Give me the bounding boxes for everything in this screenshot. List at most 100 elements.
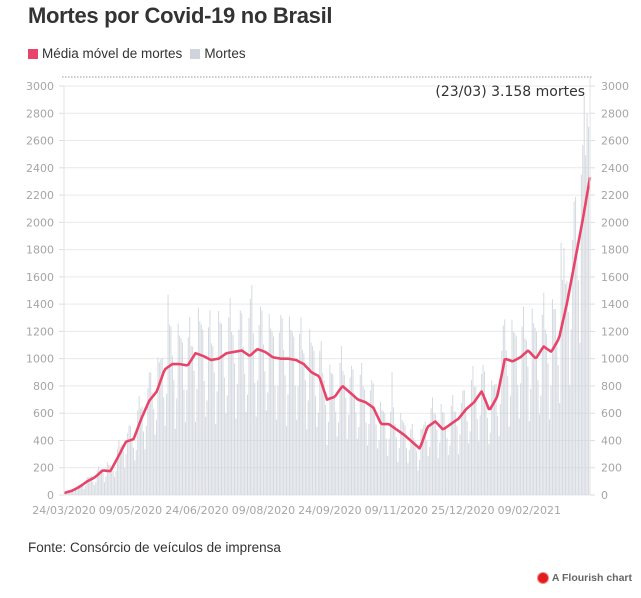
bar-daily-deaths [456,425,458,495]
square-swatch-icon [28,48,38,59]
bar-daily-deaths [127,433,129,495]
bar-daily-deaths [575,196,577,495]
bar-daily-deaths [72,491,74,495]
bar-daily-deaths [317,412,319,495]
bar-daily-deaths [116,448,118,495]
y-tick-label-left: 200 [33,462,54,475]
bar-daily-deaths [528,421,530,495]
bar-daily-deaths [418,460,420,495]
bar-daily-deaths [238,329,240,495]
bar-daily-deaths [129,426,131,495]
bar-daily-deaths [501,350,503,495]
bar-daily-deaths [368,423,370,495]
bar-daily-deaths [426,440,428,495]
bar-daily-deaths [576,242,578,495]
bar-daily-deaths [260,306,262,495]
bar-daily-deaths [241,313,243,495]
bar-daily-deaths [442,412,444,495]
bar-daily-deaths [309,329,311,495]
bar-daily-deaths [138,396,140,495]
bar-daily-deaths [531,308,533,495]
bar-daily-deaths [379,401,381,495]
bar-daily-deaths [222,353,224,495]
bar-daily-deaths [249,298,251,495]
bar-daily-deaths [258,325,260,495]
bar-daily-deaths [140,408,142,495]
bar-daily-deaths [73,492,75,495]
bar-daily-deaths [262,344,264,495]
y-tick-label-right: 2400 [601,162,629,175]
bar-daily-deaths [236,383,238,495]
legend-item-deaths[interactable]: Mortes [190,46,246,61]
bar-daily-deaths [103,482,105,495]
bar-daily-deaths [479,415,481,495]
bar-daily-deaths [520,383,522,495]
bar-daily-deaths [449,445,451,495]
bar-daily-deaths [391,372,393,495]
bar-daily-deaths [254,382,256,495]
square-swatch-icon [190,48,201,59]
bar-daily-deaths [114,476,116,495]
bar-daily-deaths [194,422,197,495]
legend-item-moving-average[interactable]: Média móvel de mortes [28,46,182,61]
bar-daily-deaths [255,416,257,495]
bar-daily-deaths [544,329,546,495]
bar-daily-deaths [128,425,130,495]
flourish-credit-link[interactable]: A Flourish chart [537,572,632,584]
bar-daily-deaths [573,201,575,495]
bar-daily-deaths [326,445,328,495]
bar-daily-deaths [278,332,280,495]
bar-daily-deaths [203,380,205,495]
bar-daily-deaths [499,403,501,495]
bar-daily-deaths [151,392,153,495]
bar-daily-deaths [288,316,290,495]
bar-daily-deaths [349,377,351,495]
y-tick-label-left: 2600 [26,135,54,148]
bar-daily-deaths [407,463,409,495]
x-tick-label: 09/05/2020 [99,504,162,517]
bar-daily-deaths [265,410,267,495]
bar-daily-deaths [488,443,490,495]
bar-daily-deaths [190,346,192,495]
bar-daily-deaths [453,411,455,495]
moving-average-line [63,177,592,495]
bar-daily-deaths [405,447,407,495]
bar-daily-deaths [95,482,97,495]
bar-daily-deaths [388,438,390,495]
x-tick-label: 09/11/2020 [365,504,428,517]
bar-daily-deaths [147,388,149,495]
bar-daily-deaths [468,443,470,495]
bar-daily-deaths [196,389,198,495]
bar-daily-deaths [365,422,367,495]
y-tick-label-left: 600 [33,407,54,420]
bar-daily-deaths [452,395,454,495]
bar-daily-deaths [231,331,233,495]
bar-daily-deaths [549,419,551,495]
bar-daily-deaths [252,333,254,495]
bar-daily-deaths [179,335,181,495]
bar-daily-deaths [90,476,92,495]
bar-daily-deaths [232,335,234,495]
bar-daily-deaths [472,366,474,495]
gridlines [62,76,592,496]
bar-daily-deaths [518,418,520,495]
bar-daily-deaths [291,332,293,495]
bar-daily-deaths [174,428,176,495]
bar-daily-deaths [183,389,185,495]
bar-daily-deaths [371,380,373,495]
bar-daily-deaths [177,323,179,495]
bar-daily-deaths [223,377,225,495]
bar-daily-deaths [436,429,438,495]
bar-daily-deaths [322,373,324,495]
bar-daily-deaths [280,314,282,495]
bar-daily-deaths [150,372,152,495]
bar-daily-deaths [411,423,413,495]
bar-daily-deaths [550,385,552,495]
bar-daily-deaths [202,329,204,495]
y-tick-label-right: 1600 [601,271,629,284]
bar-daily-deaths [336,436,338,495]
bar-daily-deaths [340,346,342,495]
bar-daily-deaths [559,403,561,495]
y-tick-label-left: 1000 [26,353,54,366]
bar-daily-deaths [93,485,95,495]
